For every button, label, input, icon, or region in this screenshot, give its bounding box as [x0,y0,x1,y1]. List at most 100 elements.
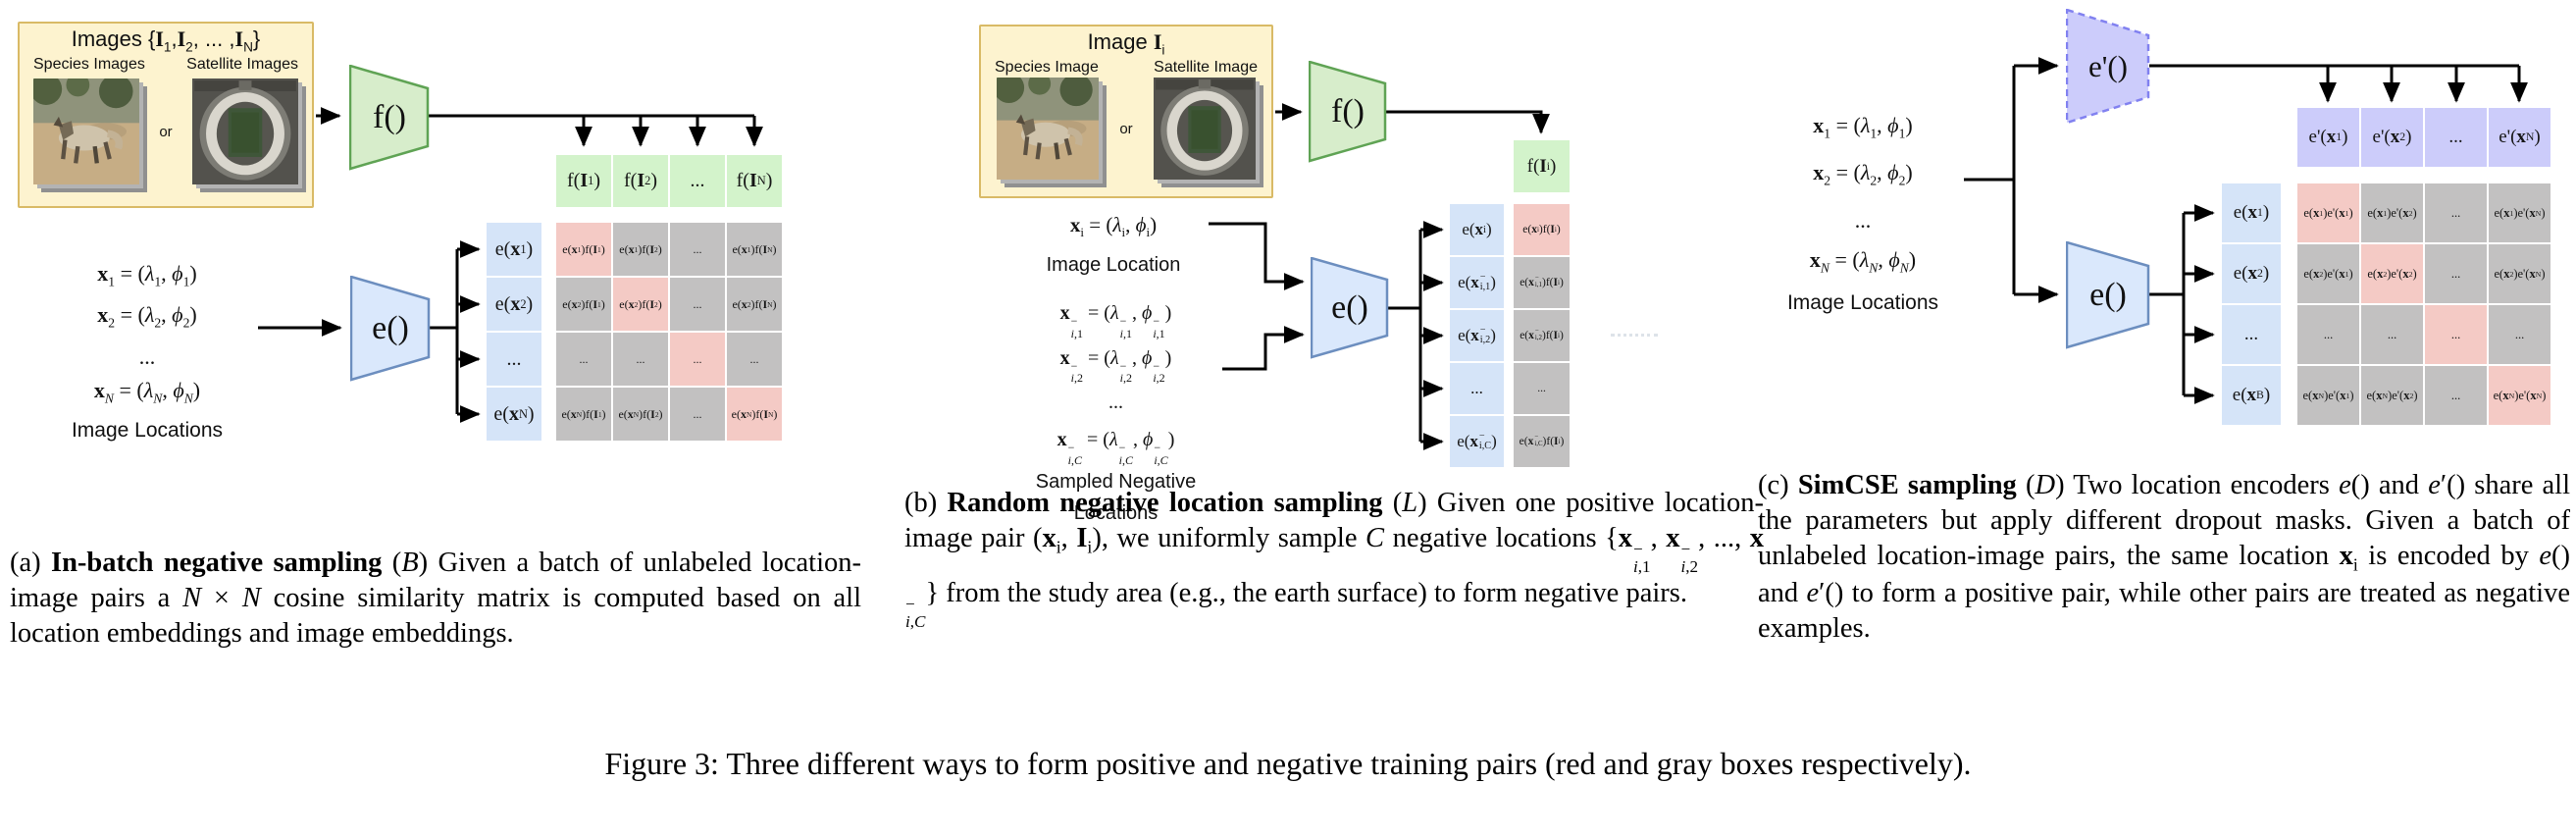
species-photo [33,78,139,184]
encoder-f-label: f() [1331,93,1365,130]
matrix-cell: ... [2425,183,2487,242]
encoder-trapezoid [350,276,431,382]
prime-embedding-cell: e'(x 2) [2361,108,2423,167]
matrix-cell: ... [556,333,611,386]
encoder-trapezoid [349,65,430,171]
fox-photo-art [33,78,139,184]
arrow-f-to-fii [1386,110,1550,134]
matrix-cell: ... [2297,305,2359,364]
satellite-photo [1154,78,1256,180]
image-encoder-f: f() [349,65,430,171]
matrix-cell: e(x 1)f(I 2) [613,223,668,276]
figure-caption: Figure 3: Three different ways to form p… [604,746,1972,781]
image-location-block: xi = (λi, ϕi) Image Location [1020,208,1207,281]
negative-xi2: x − i,2 = (λ − i,2, ϕ − i,2) [1059,346,1172,386]
location-embedding-cell: e(x 1) [487,223,541,276]
images-box-title: Images {I1,I2, ... ,IN} [71,26,261,55]
matrix-cell: ... [670,278,725,331]
encoder-trapezoid [1311,257,1389,359]
species-photo [997,78,1099,180]
matrix-cell: e(x N)e'(x 1) [2297,366,2359,425]
encoder-f-label: f() [373,99,406,135]
matrix-cell: e(x 2)f(I 1) [556,278,611,331]
species-image-label: Species Image [995,59,1099,77]
location-embedding-cell: e(x 1) [2222,183,2281,242]
image-embedding-row: f(I 1) f(I 2) ... f(I N) [556,155,782,207]
location-x2: x2 = (λ2, ϕ2) [97,302,197,331]
location-xi: xi = (λi, ϕi) [1069,213,1158,240]
location-embedding-column: e(x 1) e(x 2) ... e(x N) [487,223,541,441]
images-box-title: Image Ii [1087,29,1165,58]
similarity-matrix-c: e(x 1)e'(x 1) e(x 1)e'(x 2) ... e(x 1)e'(x N) … [2297,183,2550,425]
location-encoder-e: e() [350,276,431,382]
image-locations-block: x1 = (λ1, ϕ1) x2 = (λ2, ϕ2) ... xN = (λN… [1764,106,1962,319]
encoder-e-prime-label: e'() [2088,49,2128,83]
location-embedding-cell: ... [1450,363,1504,414]
location-encoder-e: e() [1311,257,1389,359]
location-ellipsis: ... [1854,207,1872,233]
matrix-cell: e(x N)e'(x 2) [2361,366,2423,425]
matrix-cell: e(x 2)e'(x N) [2489,244,2550,303]
location-embedding-cell: e(x − i,C) [1450,416,1504,467]
prime-embedding-row: e'(x 1) e'(x 2) ... e'(x N) [2297,108,2550,167]
matrix-cell: ... [2425,244,2487,303]
location-xn: xN = (λN, ϕN) [1809,246,1917,276]
matrix-cell: e(x 2)f(I N) [727,278,782,331]
matrix-cell: e(x N)f(I N) [727,388,782,441]
location-x1: x1 = (λ1, ϕ1) [97,261,197,289]
caption-b: (b) Random negative location sampling (L… [904,488,1765,631]
matrix-cell: ... [670,223,725,276]
image-embedding-cell: ... [670,155,725,207]
image-location-label: Image Location [1046,254,1181,277]
stadium-photo-art [1154,78,1256,180]
matrix-cell: e(x N)f(I 1) [556,388,611,441]
stadium-photo-art [192,78,298,184]
matrix-cell: ... [613,333,668,386]
matrix-cell: ... [2361,305,2423,364]
encoder-trapezoid [1309,61,1387,163]
sampled-negative-locations-label: Sampled Negative Locations [1035,470,1197,524]
or-label: or [159,123,173,140]
location-embedding-cell: ... [2222,305,2281,364]
negative-xi1: x − i,1 = (λ − i,1, ϕ − i,1) [1059,302,1172,340]
matrix-cell: e(x N)f(I 2) [613,388,668,441]
image-embedding-cell: f(I 1) [556,155,611,207]
prime-embedding-cell: e'(x 1) [2297,108,2359,167]
matrix-cell: ... [2489,305,2550,364]
location-embedding-cell: e(x − i,2) [1450,310,1504,361]
matrix-cell: ... [2425,366,2487,425]
satellite-image-label: Satellite Image [1154,59,1258,77]
location-encoder-e: e() [2066,241,2150,349]
location-embedding-cell: e(x B) [2222,366,2281,425]
matrix-cell: e(x 2)e'(x 2) [2361,244,2423,303]
matrix-cell: e(x 1)e'(x N) [2489,183,2550,242]
or-label: or [1119,120,1133,137]
arrow-negatives-to-e [1222,326,1305,371]
location-embedding-column: e(x 1) e(x 2) ... e(x B) [2222,183,2281,425]
negative-xic: x − i,C = (λ − i,C, ϕ − i,C) [1056,429,1175,467]
encoder-e-label: e() [2089,277,2127,313]
matrix-cell: ... [727,333,782,386]
prime-embedding-cell: e'(x N) [2489,108,2550,167]
location-embedding-cell: e(x − i,1) [1450,257,1504,308]
location-embedding-column: e(x i) e(x − i,1) e(x − i,2) ... e(x − i,C) [1450,204,1504,467]
negative-ellipsis: ... [1108,392,1123,414]
location-embedding-cell: e(x i) [1450,204,1504,255]
matrix-cell: e(x 1)f(I N) [727,223,782,276]
matrix-cell: e(x 1)e'(x 1) [2297,183,2359,242]
encoder-e-label: e() [1331,289,1368,326]
matrix-cell: ... [670,333,725,386]
matrix-cell: ... [670,388,725,441]
matrix-cell: ... [2425,305,2487,364]
matrix-cell: e(x 1)f(I 1) [556,223,611,276]
faint-dotted-separator [1611,334,1658,337]
satellite-photo [192,78,298,184]
species-images-label: Species Images [33,56,145,74]
image-embedding-cell: f(I 2) [613,155,668,207]
